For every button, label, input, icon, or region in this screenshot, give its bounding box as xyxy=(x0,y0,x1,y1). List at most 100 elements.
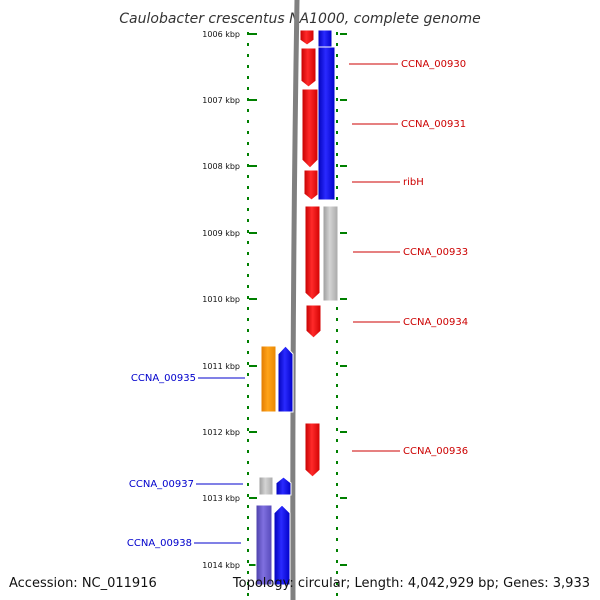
guide-dot xyxy=(336,109,338,112)
guide-dot xyxy=(336,307,338,310)
guide-dot xyxy=(247,494,249,497)
tick-mark xyxy=(249,165,257,167)
genome-backbone xyxy=(290,0,300,600)
guide-dot xyxy=(247,406,249,409)
blue-gene-feature[interactable] xyxy=(275,476,292,496)
guide-dot xyxy=(336,362,338,365)
red-gene-feature[interactable] xyxy=(300,47,317,88)
guide-dot xyxy=(247,439,249,442)
guide-dot xyxy=(336,329,338,332)
guide-dot xyxy=(247,32,249,35)
guide-dot xyxy=(247,571,249,574)
guide-dot xyxy=(247,527,249,530)
red-gene-feature[interactable] xyxy=(304,205,321,301)
tick-mark xyxy=(340,564,347,566)
tick-label: 1007 kbp xyxy=(202,96,240,105)
purple-gene-feature[interactable] xyxy=(255,504,273,586)
summary-text: Topology: circular; Length: 4,042,929 bp… xyxy=(232,576,590,591)
blue-gene-feature[interactable] xyxy=(277,345,294,413)
tick-mark xyxy=(249,431,257,433)
blue-gene-feature[interactable] xyxy=(317,29,333,48)
guide-dot xyxy=(336,373,338,376)
tick-mark xyxy=(340,165,347,167)
tick-mark xyxy=(249,365,257,367)
guide-dot xyxy=(247,252,249,255)
tick-label: 1012 kbp xyxy=(202,428,240,437)
guide-dot xyxy=(247,54,249,57)
guide-dot xyxy=(247,109,249,112)
red-gene-feature[interactable] xyxy=(304,422,321,478)
guide-dot xyxy=(336,87,338,90)
guide-dot xyxy=(336,417,338,420)
tick-mark xyxy=(249,99,257,101)
guide-dot xyxy=(247,285,249,288)
blue-gene-feature[interactable] xyxy=(317,46,336,201)
tick-mark xyxy=(340,431,347,433)
red-gene-feature[interactable] xyxy=(303,169,320,201)
guide-dot xyxy=(247,76,249,79)
guide-dot xyxy=(336,197,338,200)
guide-dot xyxy=(247,538,249,541)
guide-dot xyxy=(336,32,338,35)
gene-label-ribh[interactable]: ribH xyxy=(403,177,424,188)
guide-dot xyxy=(336,428,338,431)
gene-label-ccna_00930[interactable]: CCNA_00930 xyxy=(401,59,466,70)
guide-dot xyxy=(247,43,249,46)
tick-mark xyxy=(249,497,257,499)
guide-dot xyxy=(247,505,249,508)
gene-label-ccna_00931[interactable]: CCNA_00931 xyxy=(401,119,466,130)
guide-dot xyxy=(247,219,249,222)
guide-dot xyxy=(336,505,338,508)
guide-dot xyxy=(336,131,338,134)
gray-gene-feature[interactable] xyxy=(322,205,339,302)
gene-features xyxy=(255,29,339,586)
guide-dot xyxy=(247,230,249,233)
guide-dot xyxy=(247,296,249,299)
guide-dot xyxy=(336,153,338,156)
guide-dot xyxy=(336,593,338,596)
guide-dot xyxy=(336,527,338,530)
guide-dot xyxy=(336,472,338,475)
tick-label: 1008 kbp xyxy=(202,162,240,171)
tick-label: 1013 kbp xyxy=(202,494,240,503)
guide-dot xyxy=(336,120,338,123)
guide-dot xyxy=(247,65,249,68)
red-gene-feature[interactable] xyxy=(305,304,322,339)
tick-mark xyxy=(249,232,257,234)
guide-dot xyxy=(247,263,249,266)
label-leaders xyxy=(194,63,400,544)
guide-dot xyxy=(336,494,338,497)
guide-dot xyxy=(336,175,338,178)
guide-dot xyxy=(247,98,249,101)
guide-dot xyxy=(336,351,338,354)
guide-dot xyxy=(247,582,249,585)
guide-dot xyxy=(247,340,249,343)
guide-dot xyxy=(247,351,249,354)
gene-label-ccna_00937[interactable]: CCNA_00937 xyxy=(129,479,194,490)
red-gene-feature[interactable] xyxy=(299,29,315,46)
tick-mark xyxy=(340,33,347,35)
guide-dot xyxy=(247,417,249,420)
guide-dot xyxy=(336,406,338,409)
gene-label-ccna_00936[interactable]: CCNA_00936 xyxy=(403,446,468,457)
guide-dot xyxy=(247,87,249,90)
red-gene-feature[interactable] xyxy=(301,88,319,169)
gray-gene-feature[interactable] xyxy=(258,476,274,496)
guide-dot xyxy=(247,329,249,332)
tick-label: 1006 kbp xyxy=(202,30,240,39)
gene-label-ccna_00934[interactable]: CCNA_00934 xyxy=(403,317,468,328)
gene-label-ccna_00935[interactable]: CCNA_00935 xyxy=(131,373,196,384)
guide-dot xyxy=(247,120,249,123)
blue-gene-feature[interactable] xyxy=(273,504,291,586)
gene-label-ccna_00933[interactable]: CCNA_00933 xyxy=(403,247,468,258)
guide-dot xyxy=(247,395,249,398)
gene-label-ccna_00938[interactable]: CCNA_00938 xyxy=(127,538,192,549)
guide-dot xyxy=(247,516,249,519)
guide-dot xyxy=(247,175,249,178)
guide-dot xyxy=(247,197,249,200)
tick-mark xyxy=(249,33,257,35)
guide-dot xyxy=(247,450,249,453)
guide-dot xyxy=(336,395,338,398)
guide-dot xyxy=(336,164,338,167)
orange-gene-feature[interactable] xyxy=(260,345,277,413)
